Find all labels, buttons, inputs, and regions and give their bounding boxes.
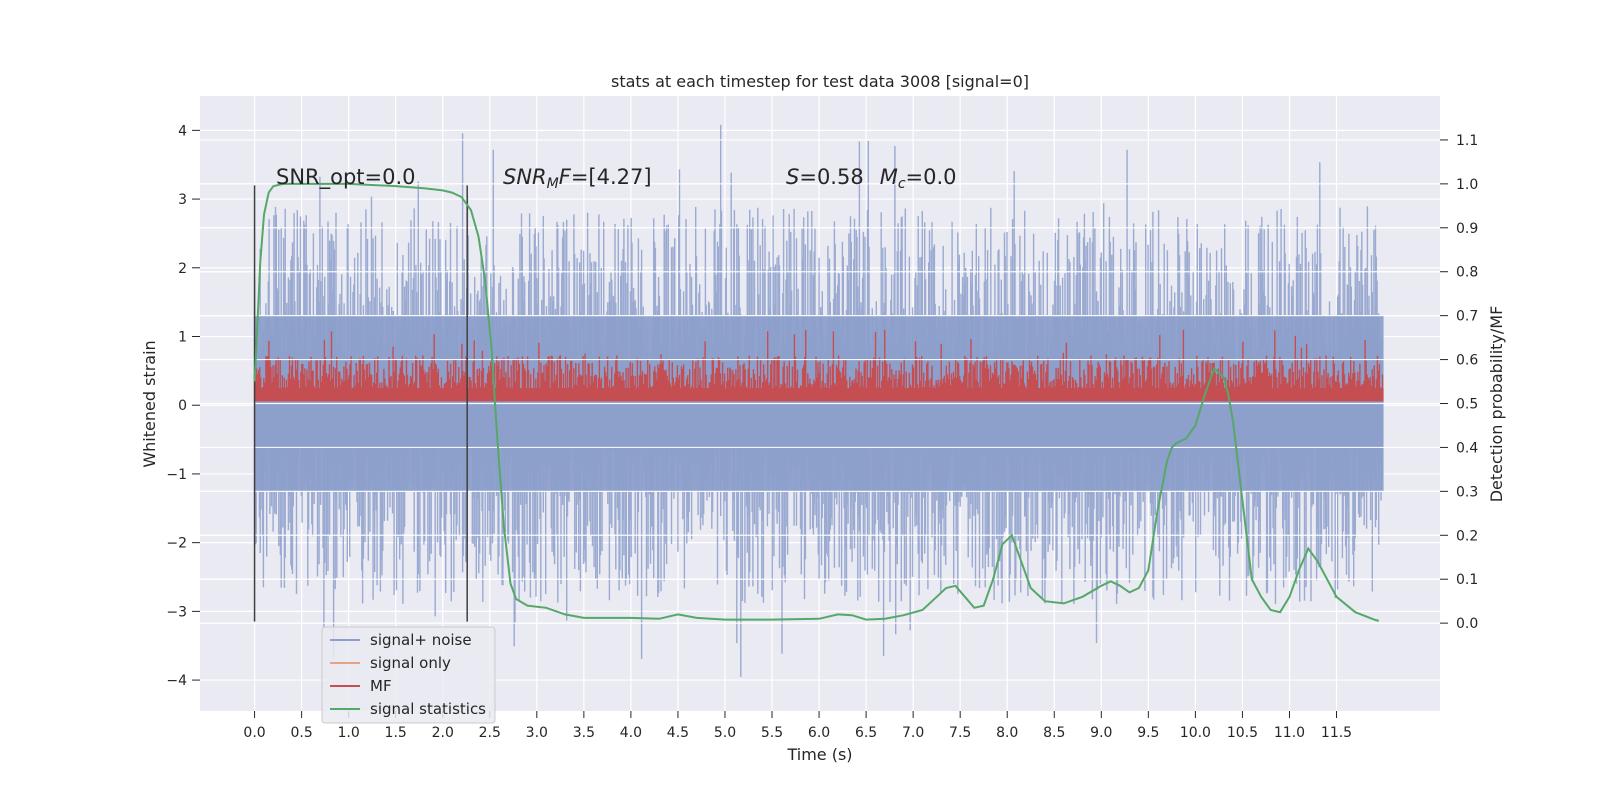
x-tick-label: 10.5 (1227, 725, 1258, 741)
mf-series (200, 139, 1440, 624)
left-tick-label: −3 (166, 604, 187, 620)
x-tick-label: 0.5 (290, 725, 312, 741)
left-tick-label: 0 (178, 398, 187, 414)
left-tick-label: 4 (178, 123, 187, 139)
left-tick-label: −2 (166, 536, 187, 552)
x-axis-ticks: 0.0 0.5 1.0 1.5 2.0 2.5 3.0 3.5 4.0 4.5 5.0 5.5 6.0 6… (243, 711, 1352, 741)
x-tick-label: 8.5 (1043, 725, 1065, 741)
y-axis-label-left: Whitened strain (140, 340, 159, 467)
legend-label-signal-noise: signal+ noise (370, 631, 472, 649)
left-tick-label: 2 (178, 261, 187, 277)
x-tick-label: 5.5 (761, 725, 783, 741)
left-tick-label: −1 (166, 467, 187, 483)
legend-label-signal-statistics: signal statistics (370, 700, 486, 718)
x-tick-label: 6.5 (855, 725, 877, 741)
x-tick-label: 1.0 (338, 725, 360, 741)
x-tick-label: 4.5 (667, 725, 689, 741)
right-tick-label: 0.2 (1456, 528, 1478, 544)
x-tick-label: 9.5 (1137, 725, 1159, 741)
annotation-snr-opt: SNR_opt=0.0 (276, 165, 416, 190)
x-tick-label: 11.5 (1321, 725, 1352, 741)
right-tick-label: 0.0 (1456, 616, 1478, 632)
chart-title: stats at each timestep for test data 300… (611, 72, 1029, 91)
x-tick-label: 2.5 (479, 725, 501, 741)
y-axis-label-right: Detection probability/MF (1487, 306, 1506, 503)
x-tick-label: 6.0 (808, 725, 830, 741)
legend: signal+ noise signal only MF signal stat… (321, 626, 496, 724)
right-tick-label: 0.8 (1456, 265, 1478, 281)
right-tick-label: 0.6 (1456, 353, 1478, 369)
x-tick-label: 3.0 (526, 725, 548, 741)
x-tick-label: 5.0 (714, 725, 736, 741)
right-tick-label: 0.5 (1456, 397, 1478, 413)
vertical-markers (253, 185, 468, 622)
x-tick-label: 0.0 (243, 725, 265, 741)
mf-core (254, 388, 1384, 402)
annotation-s-mc: S=0.58 Mc=0.0 (786, 165, 957, 192)
annotation-snr-mf: SNRMF=[4.27] (503, 165, 652, 192)
legend-label-mf: MF (370, 677, 392, 695)
x-tick-label: 3.5 (573, 725, 595, 741)
right-tick-label: 0.3 (1456, 484, 1478, 500)
right-axis-ticks: 0.0 0.1 0.2 0.3 0.4 0.5 0.6 0.7 0.8 0.9 1.0 1.1 (1440, 133, 1478, 632)
right-tick-label: 1.0 (1456, 177, 1478, 193)
right-tick-label: 0.9 (1456, 221, 1478, 237)
right-tick-label: 0.7 (1456, 309, 1478, 325)
x-axis-label: Time (s) (786, 745, 852, 764)
x-tick-label: 8.0 (996, 725, 1018, 741)
left-tick-label: 1 (178, 330, 187, 346)
left-tick-label: 3 (178, 192, 187, 208)
left-axis-ticks: −4 −3 −2 −1 0 1 2 3 4 (166, 123, 200, 689)
x-tick-label: 2.0 (432, 725, 454, 741)
x-tick-label: 10.0 (1180, 725, 1211, 741)
legend-label-signal-only: signal only (370, 654, 451, 672)
x-tick-label: 7.5 (949, 725, 971, 741)
right-tick-label: 0.4 (1456, 440, 1478, 456)
right-tick-label: 0.1 (1456, 572, 1478, 588)
left-tick-label: −4 (166, 673, 187, 689)
legend-box (321, 626, 496, 724)
x-tick-label: 7.0 (902, 725, 924, 741)
right-tick-label: 1.1 (1456, 133, 1478, 149)
x-tick-label: 11.0 (1274, 725, 1305, 741)
x-tick-label: 4.0 (620, 725, 642, 741)
x-tick-label: 9.0 (1090, 725, 1112, 741)
signal-statistics-line (253, 182, 1380, 622)
x-tick-label: 1.5 (385, 725, 407, 741)
